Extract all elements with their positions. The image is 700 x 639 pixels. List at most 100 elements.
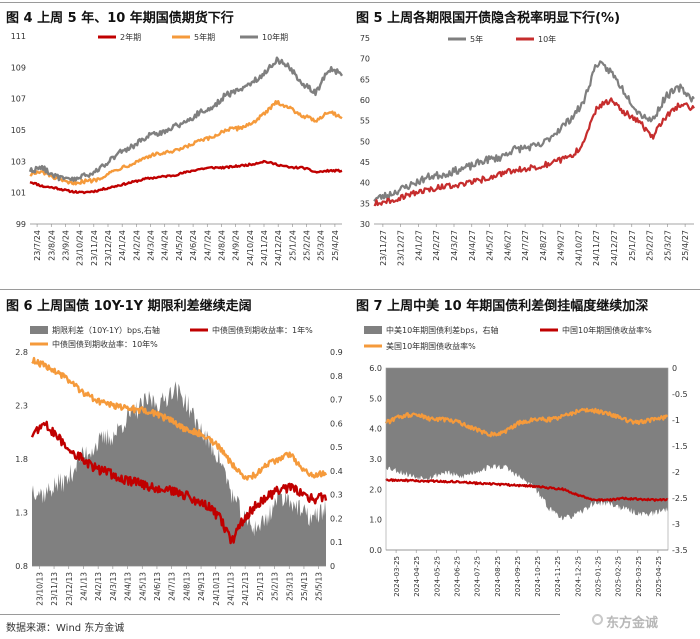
x-tick-label-15: 25/1/13 [256,572,265,601]
y-tick-label-4: 2.8 [15,348,28,357]
x-tick-label-6: 24/5/27 [486,230,495,261]
x-tick-label-7: 24/5/13 [138,572,147,601]
x-tick-label-11: 24/9/13 [197,572,206,601]
x-tick-label-18: 25/4/13 [300,572,309,601]
y2-tick-label-2: -1 [672,416,680,425]
x-tick-label-6: 24/4/13 [124,572,133,601]
x-tick-label-5: 24/3/13 [109,572,118,601]
y-tick-label-5: 5.0 [369,394,382,403]
y-tick-label-0: 30 [360,220,370,229]
x-tick-label-13: 24/8/24 [217,230,226,261]
x-tick-label-13: 24/12/27 [610,230,619,266]
y-tick-label-4: 107 [11,95,26,104]
x-tick-label-10: 24/9/27 [557,230,566,261]
y-tick-label-3: 2.3 [15,402,28,411]
series-line-1 [373,97,695,207]
chart-implied-tax: 30 35 40 45 50 55 60 65 70 75 23/11/27 23/12/27 24/1… [360,34,695,266]
x-tick-label-20: 25/3/24 [317,230,326,261]
y-tick-label-0: 0.0 [369,546,382,555]
x-tick-label-7: 24/6/27 [503,230,512,261]
y-tick-label-7: 65 [360,75,370,84]
y-tick-label-0: 99 [16,220,26,229]
series-line-0 [373,60,695,202]
x-tick-label-14: 24/9/24 [232,230,241,261]
y2-tick-label-4: -2 [672,468,680,477]
series-line-2 [385,407,669,438]
y-tick-label-2: 40 [360,179,370,188]
x-tick-label-1: 2024-04-25 [413,556,421,597]
x-tick-label-10: 24/5/24 [175,230,184,261]
x-tick-label-8: 24/3/24 [147,230,156,261]
x-tick-label-19: 25/5/13 [315,572,324,601]
mid-rule [0,289,700,290]
series-line-1 [385,478,669,502]
x-tick-label-10: 24/8/13 [182,572,191,601]
legend-label-0: 5年 [470,34,483,44]
x-tick-label-9: 24/4/24 [161,230,170,261]
y-tick-label-1: 101 [11,189,26,198]
x-tick-label-3: 2024-06-25 [454,556,462,597]
y-tick-label-1: 1.3 [15,509,28,518]
source-note: 数据来源：Wind 东方金诚 [6,623,125,634]
legend-label-1: 中债国债到期收益率：1年% [212,325,313,335]
x-tick-label-12: 24/10/13 [212,572,221,606]
chart2-title: 图 5 上周各期限国开债隐含税率明显下行(%) [356,11,621,26]
x-tick-label-2: 23/12/13 [65,572,74,606]
legend-label-2: 美国10年期国债收益率% [386,341,476,351]
x-tick-label-0: 23/11/27 [379,230,388,266]
y2-tick-label-7: 0.7 [330,396,343,405]
x-tick-label-11: 24/6/24 [189,230,198,261]
x-tick-label-17: 25/4/27 [681,230,690,261]
x-tick-label-3: 24/1/13 [79,572,88,601]
chart-term-spread: 0.8 1.3 1.8 2.3 2.8 0 0.1 0.2 0.3 0.4 0.5 0.6 0.7 0.8… [15,325,343,606]
x-tick-label-6: 2024-09-25 [514,556,522,597]
x-tick-label-0: 23/10/13 [35,572,44,606]
y2-tick-label-0: 0 [672,364,677,373]
x-tick-label-12: 24/7/24 [203,230,212,261]
x-tick-label-13: 24/11/13 [226,572,235,606]
x-tick-label-21: 25/4/24 [331,230,340,261]
y-tick-label-5: 55 [360,117,370,126]
y2-tick-label-1: 0.1 [330,538,343,547]
x-tick-label-17: 24/12/24 [274,230,283,266]
y-tick-label-4: 4.0 [369,425,382,434]
x-tick-label-17: 25/3/13 [285,572,294,601]
x-tick-label-4: 24/2/13 [94,572,103,601]
series-line-1 [30,420,328,545]
x-tick-label-4: 23/11/24 [90,230,99,266]
legend-label-1: 中国10年期国债收益率% [562,325,652,335]
x-tick-label-8: 24/7/27 [521,230,530,261]
y-tick-label-1: 35 [360,199,370,208]
legend-label-2: 10年期 [262,32,288,42]
x-tick-label-18: 25/1/24 [288,230,297,261]
y-tick-label-3: 105 [11,126,26,135]
legend-swatch-0 [30,326,48,334]
x-tick-label-9: 24/7/13 [168,572,177,601]
series-line-1 [29,100,343,186]
x-tick-label-15: 24/10/24 [246,230,255,266]
x-tick-label-1: 23/8/24 [47,230,56,261]
series-line-2 [28,56,344,182]
y2-tick-label-2: 0.2 [330,514,343,523]
x-tick-label-5: 24/4/27 [468,230,477,261]
legend-label-0: 期限利差（10Y-1Y）bps,右轴 [52,325,160,335]
series-line-2 [31,356,328,481]
chart1-title: 图 4 上周 5 年、10 年期国债期货下行 [6,11,234,26]
legend-label-1: 10年 [538,34,556,44]
x-tick-label-0: 2024-03-25 [393,556,401,597]
y-tick-label-3: 45 [360,158,370,167]
y2-tick-label-5: -2.5 [672,494,688,503]
y-tick-label-5: 109 [11,63,26,72]
y-tick-label-6: 6.0 [369,364,382,373]
y2-tick-label-3: 0.3 [330,491,343,500]
y-tick-label-4: 50 [360,137,370,146]
x-tick-label-4: 24/3/27 [450,230,459,261]
chart3-title: 图 6 上周国债 10Y-1Y 期限利差继续走阔 [6,299,252,314]
y2-tick-label-0: 0 [330,562,335,571]
x-tick-label-7: 2024-10-25 [534,556,542,597]
y2-tick-label-5: 0.5 [330,443,343,452]
x-tick-label-7: 24/2/24 [132,230,141,261]
y-tick-label-2: 2.0 [369,485,382,494]
y-tick-label-1: 1.0 [369,516,382,525]
chart-futures: 99 101 103 105 107 109 111 23/7/24 23/8/24 23/9/2… [11,32,344,266]
